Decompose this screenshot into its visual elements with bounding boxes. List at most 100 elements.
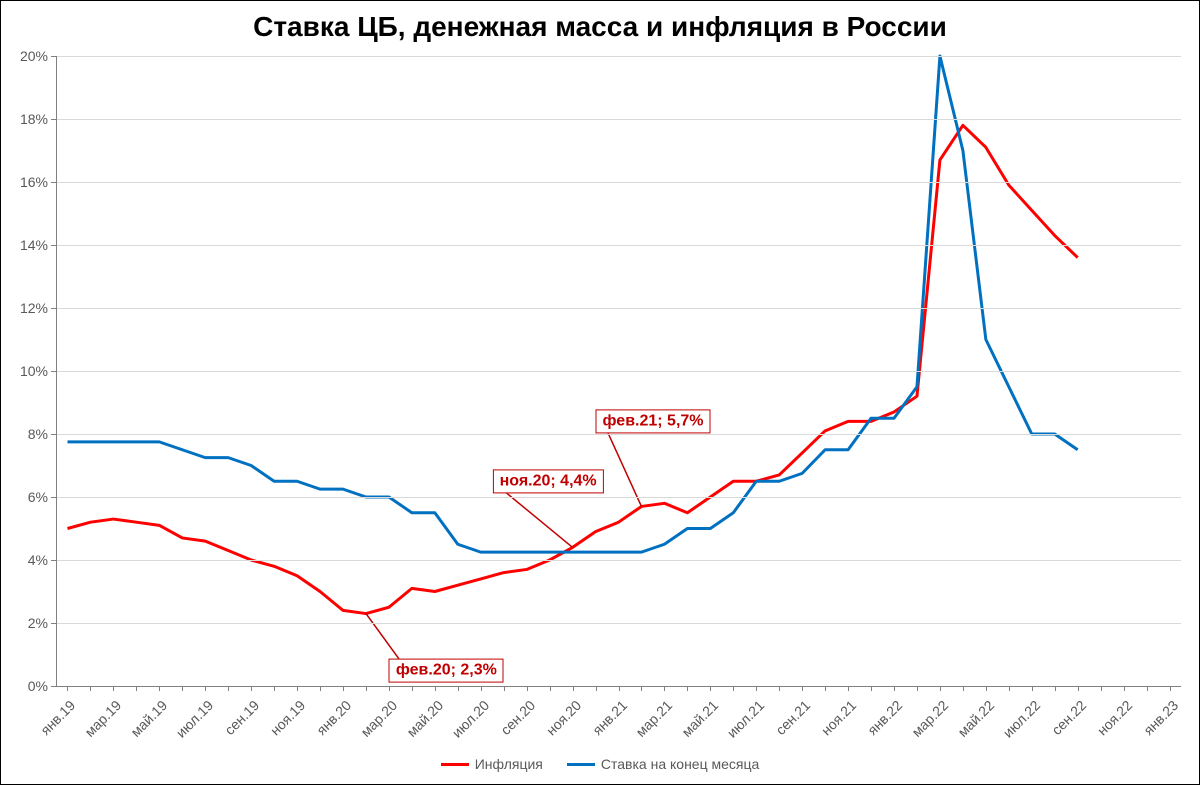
x-axis-label: мар.20 <box>357 697 400 740</box>
annotation-leader <box>366 614 400 661</box>
y-axis-label: 18% <box>20 111 48 127</box>
x-tick <box>940 686 941 691</box>
x-tick <box>1147 686 1148 691</box>
x-tick <box>825 686 826 691</box>
x-axis-label: июл.21 <box>724 697 768 741</box>
x-tick <box>67 686 68 691</box>
y-axis-label: 6% <box>28 489 48 505</box>
x-tick <box>366 686 367 691</box>
legend-label: Инфляция <box>475 756 543 772</box>
x-tick <box>1009 686 1010 691</box>
legend-label: Ставка на конец месяца <box>601 756 759 772</box>
x-axis-label: ноя.19 <box>267 697 308 738</box>
x-axis-label: янв.22 <box>864 697 905 738</box>
x-axis-label: янв.20 <box>313 697 354 738</box>
series-line <box>67 125 1077 613</box>
x-tick <box>320 686 321 691</box>
y-axis-line <box>56 56 57 686</box>
legend: Инфляция Ставка на конец месяца <box>1 753 1199 773</box>
x-tick <box>573 686 574 691</box>
annotation-label: фев.20; 2,3% <box>389 658 504 682</box>
x-tick <box>1124 686 1125 691</box>
grid-line <box>56 434 1181 435</box>
y-axis-label: 10% <box>20 363 48 379</box>
y-axis-label: 14% <box>20 237 48 253</box>
y-axis-label: 12% <box>20 300 48 316</box>
x-tick <box>1101 686 1102 691</box>
x-tick <box>756 686 757 691</box>
x-tick <box>182 686 183 691</box>
x-tick <box>1078 686 1079 691</box>
grid-line <box>56 371 1181 372</box>
annotation-label: фев.21; 5,7% <box>596 409 711 433</box>
x-tick <box>159 686 160 691</box>
x-tick <box>779 686 780 691</box>
x-tick <box>527 686 528 691</box>
x-axis-label: июл.22 <box>999 697 1043 741</box>
annotation-label: ноя.20; 4,4% <box>493 469 604 493</box>
x-tick <box>251 686 252 691</box>
x-tick <box>871 686 872 691</box>
x-axis-label: ноя.22 <box>1093 697 1134 738</box>
x-tick <box>917 686 918 691</box>
y-axis-label: 0% <box>28 678 48 694</box>
grid-line <box>56 497 1181 498</box>
x-axis-label: ноя.21 <box>818 697 859 738</box>
legend-swatch <box>441 763 469 766</box>
x-axis-label: сен.21 <box>772 697 813 738</box>
x-tick <box>687 686 688 691</box>
x-tick <box>136 686 137 691</box>
x-tick <box>641 686 642 691</box>
x-tick <box>802 686 803 691</box>
x-tick <box>274 686 275 691</box>
x-axis-label: ноя.20 <box>542 697 583 738</box>
x-tick <box>619 686 620 691</box>
x-axis-label: июл.19 <box>173 697 217 741</box>
x-axis-label: сен.19 <box>221 697 262 738</box>
x-axis-label: июл.20 <box>448 697 492 741</box>
x-tick <box>412 686 413 691</box>
x-axis-label: май.22 <box>954 697 997 740</box>
x-tick <box>205 686 206 691</box>
x-tick <box>435 686 436 691</box>
x-tick <box>113 686 114 691</box>
x-axis-label: янв.19 <box>38 697 79 738</box>
x-tick <box>458 686 459 691</box>
x-tick <box>550 686 551 691</box>
chart-container: Ставка ЦБ, денежная масса и инфляция в Р… <box>0 0 1200 785</box>
x-axis-label: янв.23 <box>1140 697 1181 738</box>
y-axis-label: 4% <box>28 552 48 568</box>
legend-item: Инфляция <box>441 756 543 772</box>
x-axis-label: мар.19 <box>82 697 125 740</box>
y-axis-label: 2% <box>28 615 48 631</box>
x-tick <box>389 686 390 691</box>
x-tick <box>481 686 482 691</box>
grid-line <box>56 308 1181 309</box>
legend-swatch <box>567 763 595 766</box>
x-axis-label: мар.21 <box>633 697 676 740</box>
x-axis-label: сен.20 <box>497 697 538 738</box>
x-tick <box>664 686 665 691</box>
x-tick <box>1032 686 1033 691</box>
x-tick <box>1055 686 1056 691</box>
x-axis-label: май.21 <box>679 697 722 740</box>
x-tick <box>986 686 987 691</box>
grid-line <box>56 56 1181 57</box>
annotation-leader <box>607 431 641 507</box>
plot-area: 0%2%4%6%8%10%12%14%16%18%20%янв.19мар.19… <box>56 56 1181 686</box>
x-tick <box>710 686 711 691</box>
x-tick <box>733 686 734 691</box>
x-tick <box>504 686 505 691</box>
legend-item: Ставка на конец месяца <box>567 756 759 772</box>
grid-line <box>56 182 1181 183</box>
x-tick <box>596 686 597 691</box>
grid-line <box>56 560 1181 561</box>
x-tick <box>297 686 298 691</box>
y-axis-label: 8% <box>28 426 48 442</box>
x-axis-label: мар.22 <box>908 697 951 740</box>
chart-title: Ставка ЦБ, денежная масса и инфляция в Р… <box>1 11 1199 43</box>
y-axis-label: 20% <box>20 48 48 64</box>
x-tick <box>894 686 895 691</box>
grid-line <box>56 245 1181 246</box>
x-axis-label: сен.22 <box>1048 697 1089 738</box>
